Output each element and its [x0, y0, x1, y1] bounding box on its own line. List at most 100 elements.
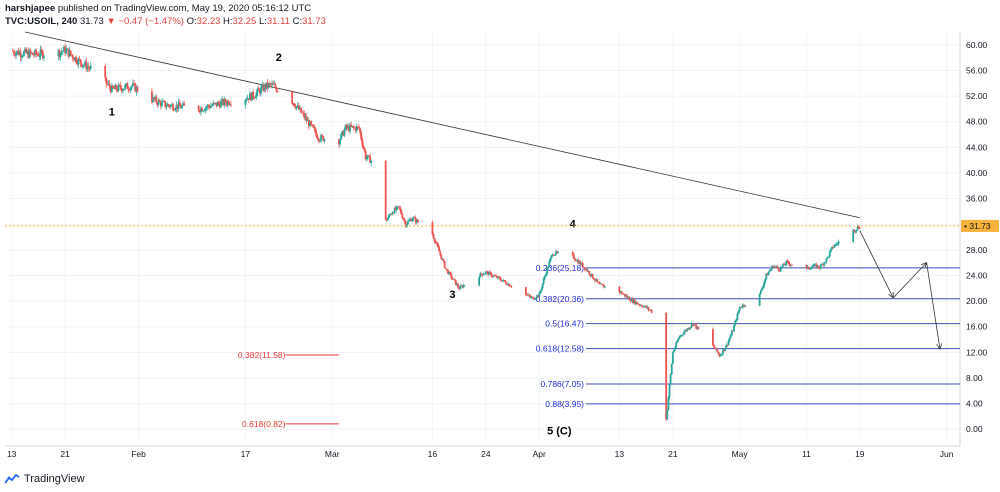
candle-body[interactable]	[483, 273, 486, 275]
candle-body[interactable]	[631, 298, 634, 303]
candle-body[interactable]	[679, 335, 682, 337]
candle-body[interactable]	[403, 219, 406, 222]
candle-body[interactable]	[650, 310, 653, 313]
candle-body[interactable]	[303, 113, 306, 119]
candle-body[interactable]	[353, 127, 356, 129]
candle-body[interactable]	[831, 246, 833, 250]
candle-body[interactable]	[118, 84, 121, 86]
candle-body[interactable]	[597, 281, 600, 283]
candle-body[interactable]	[458, 287, 461, 290]
candle-body[interactable]	[784, 264, 787, 266]
candle-body[interactable]	[395, 206, 398, 210]
candle-body[interactable]	[501, 280, 504, 282]
candle-body[interactable]	[578, 261, 581, 264]
candle-body[interactable]	[157, 100, 160, 105]
candle-body[interactable]	[445, 268, 448, 270]
candle-body[interactable]	[856, 226, 859, 231]
candle-body[interactable]	[666, 409, 669, 420]
candle-body[interactable]	[693, 324, 695, 326]
candle-body[interactable]	[527, 294, 530, 296]
candle-body[interactable]	[295, 106, 298, 109]
candle-body[interactable]	[205, 107, 208, 109]
candle-body[interactable]	[622, 293, 625, 295]
candle-body[interactable]	[678, 336, 681, 339]
candle-body[interactable]	[158, 100, 161, 102]
candle-body[interactable]	[774, 266, 777, 268]
candle-body[interactable]	[667, 397, 670, 410]
candle-body[interactable]	[28, 50, 31, 58]
candle-body[interactable]	[481, 274, 484, 276]
candle-body[interactable]	[68, 50, 71, 57]
candle-body[interactable]	[642, 306, 645, 308]
candle-body[interactable]	[712, 329, 714, 346]
candle-body[interactable]	[443, 261, 446, 268]
candle-body[interactable]	[594, 279, 596, 281]
candle-body[interactable]	[599, 283, 602, 285]
candle-body[interactable]	[244, 99, 247, 106]
candle-body[interactable]	[649, 309, 652, 311]
candle-body[interactable]	[360, 132, 363, 140]
candle-body[interactable]	[105, 77, 108, 84]
candle-body[interactable]	[462, 285, 465, 288]
candle-body[interactable]	[463, 285, 466, 287]
candle-body[interactable]	[823, 262, 826, 266]
candle-body[interactable]	[296, 105, 299, 107]
candle-body[interactable]	[21, 55, 24, 57]
candle-body[interactable]	[355, 126, 358, 131]
candle-body[interactable]	[226, 101, 229, 105]
candle-body[interactable]	[590, 273, 593, 276]
candle-body[interactable]	[112, 85, 114, 88]
candle-body[interactable]	[620, 291, 623, 294]
candle-body[interactable]	[114, 85, 117, 89]
candle-body[interactable]	[178, 102, 181, 106]
candle-body[interactable]	[15, 52, 18, 56]
candle-body[interactable]	[80, 63, 83, 67]
candle-body[interactable]	[204, 107, 207, 111]
candle-body[interactable]	[315, 133, 318, 138]
candle-body[interactable]	[433, 238, 436, 242]
candle-body[interactable]	[758, 293, 761, 306]
candle-body[interactable]	[60, 51, 63, 53]
candle-body[interactable]	[199, 108, 202, 113]
candle-body[interactable]	[273, 84, 276, 86]
publisher-name[interactable]: harshjapee	[5, 3, 56, 14]
candle-body[interactable]	[306, 120, 309, 121]
candle-body[interactable]	[744, 305, 747, 307]
candle-body[interactable]	[299, 107, 301, 110]
candle-body[interactable]	[292, 103, 295, 105]
candle-body[interactable]	[171, 104, 173, 106]
candle-body[interactable]	[65, 49, 68, 54]
candle-body[interactable]	[398, 206, 400, 208]
candle-body[interactable]	[734, 320, 737, 326]
candle-body[interactable]	[532, 297, 535, 300]
candle-body[interactable]	[819, 264, 822, 269]
candle-body[interactable]	[492, 275, 495, 277]
candle-body[interactable]	[221, 99, 223, 102]
candle-body[interactable]	[67, 48, 70, 57]
candle-body[interactable]	[720, 354, 723, 356]
candle-body[interactable]	[437, 243, 439, 248]
candle-body[interactable]	[173, 109, 176, 111]
candle-body[interactable]	[220, 101, 222, 108]
candle-body[interactable]	[535, 298, 537, 299]
candle-body[interactable]	[252, 91, 255, 98]
candle-body[interactable]	[29, 50, 32, 54]
candle-body[interactable]	[546, 267, 548, 275]
candle-body[interactable]	[73, 58, 75, 61]
candle-body[interactable]	[547, 266, 550, 268]
candle-body[interactable]	[531, 297, 534, 298]
candle-body[interactable]	[769, 269, 772, 271]
candle-body[interactable]	[110, 85, 113, 93]
candle-body[interactable]	[343, 129, 346, 136]
candle-body[interactable]	[684, 330, 686, 333]
candle-body[interactable]	[815, 264, 818, 268]
candle-body[interactable]	[604, 286, 606, 288]
candle-body[interactable]	[166, 104, 169, 107]
candle-body[interactable]	[674, 347, 676, 351]
candle-body[interactable]	[127, 89, 130, 90]
candle-body[interactable]	[581, 263, 584, 268]
candle-body[interactable]	[770, 266, 773, 270]
candle-body[interactable]	[216, 102, 219, 107]
candle-body[interactable]	[730, 330, 733, 336]
candle-body[interactable]	[302, 112, 305, 114]
